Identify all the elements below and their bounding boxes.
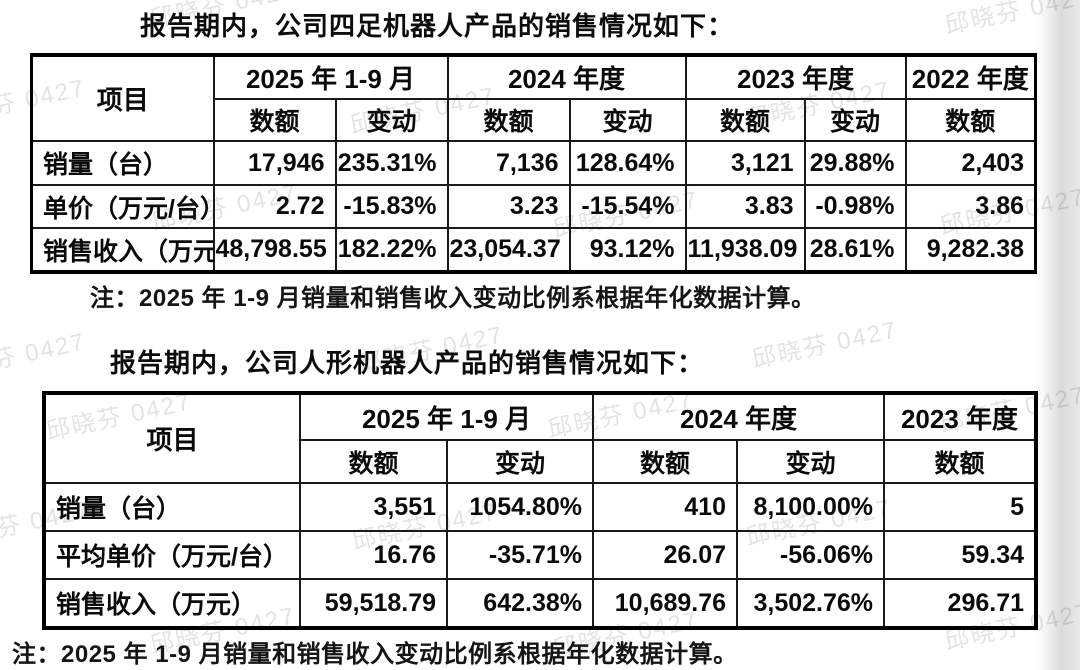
row-label: 平均单价（万元/台） <box>43 530 301 580</box>
cell-value: 3.86 <box>904 184 1037 229</box>
cell-value: 10,689.76 <box>592 578 738 629</box>
cell-value: 17,946 <box>212 140 337 186</box>
cell-value: 182.22% <box>334 227 449 273</box>
page-edge-shadow <box>1038 0 1080 670</box>
t2-header-period-2024: 2024 年度 <box>591 392 886 441</box>
table-row: 销量（台） 3,551 1054.80% 410 8,100.00% 5 <box>43 482 1038 532</box>
cell-value: 410 <box>592 482 738 532</box>
cell-value: 48,798.55 <box>212 227 337 273</box>
cell-value: -0.98% <box>803 184 907 229</box>
row-label: 单价（万元/台） <box>30 184 215 229</box>
cell-value: 3,502.76% <box>735 578 886 629</box>
cell-value: 3,551 <box>299 482 448 532</box>
watermark-text: 邱晓芬 0427 <box>749 316 901 374</box>
cell-value: 16.76 <box>299 530 448 580</box>
t2-subheader: 数额 <box>299 439 448 484</box>
t2-subheader: 变动 <box>446 439 594 484</box>
watermark-text: 邱晓芬 0427 <box>942 0 1080 40</box>
t1-subheader: 变动 <box>568 98 687 142</box>
cell-value: 7,136 <box>446 140 571 186</box>
cell-value: -35.71% <box>446 530 594 580</box>
t1-subheader: 数额 <box>684 98 806 142</box>
table-row: 销售收入（万元） 59,518.79 642.38% 10,689.76 3,5… <box>43 578 1038 629</box>
t2-subheader: 数额 <box>883 439 1038 484</box>
cell-value: 23,054.37 <box>446 227 571 273</box>
t1-header-period-2022: 2022 年度 <box>904 54 1037 100</box>
t1-subheader: 数额 <box>446 98 571 142</box>
cell-value: 59,518.79 <box>299 578 448 629</box>
cell-value: 235.31% <box>334 140 449 186</box>
t2-header-period-2025: 2025 年 1-9 月 <box>299 392 594 441</box>
cell-value: 11,938.09 <box>684 227 806 273</box>
cell-value: 5 <box>883 482 1038 532</box>
t1-header-item: 项目 <box>30 54 215 142</box>
t2-subheader: 数额 <box>592 439 738 484</box>
watermark-text: 邱晓芬 0427 <box>0 328 89 386</box>
cell-value: -15.83% <box>334 184 449 229</box>
cell-value: 93.12% <box>568 227 687 273</box>
row-label: 销量（台） <box>43 482 301 532</box>
cell-value: 3.23 <box>446 184 571 229</box>
cell-value: 128.64% <box>568 140 687 186</box>
cell-value: 1054.80% <box>446 482 594 532</box>
cell-value: 642.38% <box>446 578 594 629</box>
table-row: 单价（万元/台） 2.72 -15.83% 3.23 -15.54% 3.83 … <box>30 184 1037 229</box>
cell-value: 2.72 <box>212 184 337 229</box>
row-label: 销售收入（万元） <box>43 578 301 629</box>
cell-value: 3,121 <box>684 140 806 186</box>
row-label: 销量（台） <box>30 140 215 186</box>
quadruped-sales-table: 项目 2025 年 1-9 月 2024 年度 2023 年度 2022 年度 … <box>30 53 1038 274</box>
row-label: 销售收入（万元） <box>30 227 215 273</box>
t1-header-period-2023: 2023 年度 <box>684 54 907 100</box>
t1-subheader: 变动 <box>803 98 907 142</box>
table-row: 平均单价（万元/台） 16.76 -35.71% 26.07 -56.06% 5… <box>43 530 1038 580</box>
cell-value: 3.83 <box>684 184 806 229</box>
t1-header-period-2025: 2025 年 1-9 月 <box>212 54 449 100</box>
cell-value: 26.07 <box>592 530 738 580</box>
cell-value: 59.34 <box>883 530 1038 580</box>
cell-value: -15.54% <box>568 184 687 229</box>
cell-value: 9,282.38 <box>904 227 1037 273</box>
t1-subheader: 变动 <box>334 98 449 142</box>
t2-header-item: 项目 <box>43 392 301 484</box>
t1-header-period-2024: 2024 年度 <box>446 54 687 100</box>
table-row: 销量（台） 17,946 235.31% 7,136 128.64% 3,121… <box>30 140 1037 186</box>
cell-value: 29.88% <box>803 140 907 186</box>
section2-title: 报告期内，公司人形机器人产品的销售情况如下： <box>110 348 705 378</box>
cell-value: 2,403 <box>904 140 1037 186</box>
cell-value: -56.06% <box>735 530 886 580</box>
section1-title: 报告期内，公司四足机器人产品的销售情况如下： <box>140 11 735 41</box>
t1-subheader: 数额 <box>212 98 337 142</box>
t2-header-period-2023: 2023 年度 <box>883 392 1038 441</box>
section2-note: 注：2025 年 1-9 月销量和销售收入变动比例系根据年化数据计算。 <box>12 641 738 668</box>
t1-subheader: 数额 <box>904 98 1037 142</box>
t2-subheader: 变动 <box>735 439 886 484</box>
table-row: 销售收入（万元） 48,798.55 182.22% 23,054.37 93.… <box>30 227 1037 273</box>
section1-note: 注：2025 年 1-9 月销量和销售收入变动比例系根据年化数据计算。 <box>90 285 816 312</box>
cell-value: 296.71 <box>883 578 1038 629</box>
cell-value: 8,100.00% <box>735 482 886 532</box>
humanoid-sales-table: 项目 2025 年 1-9 月 2024 年度 2023 年度 数额 变动 数额… <box>42 391 1039 630</box>
cell-value: 28.61% <box>803 227 907 273</box>
